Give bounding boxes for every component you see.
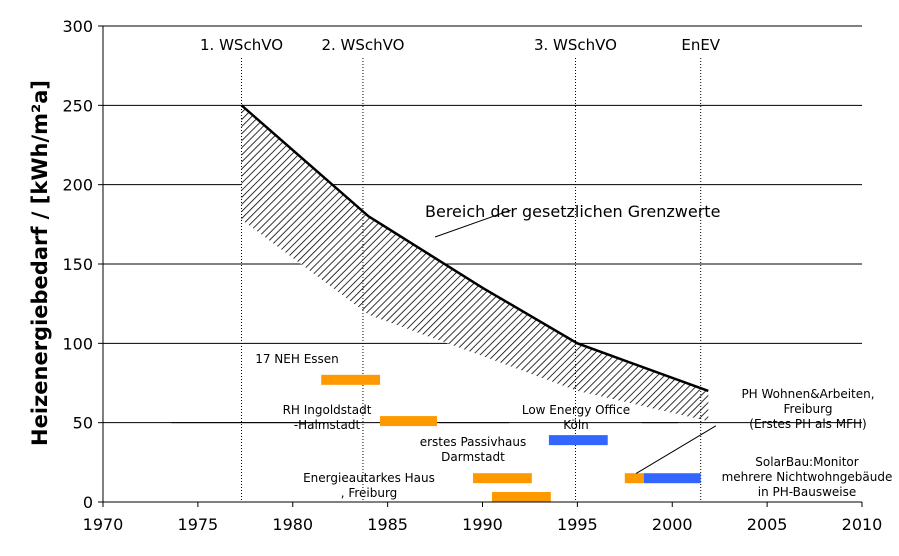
project-label: Energieautarkes Haus [303, 471, 435, 485]
project-label: , Freiburg [341, 486, 398, 500]
labels-layer: Bereich der gesetzlichen Grenzwerte 1. WS… [171, 36, 892, 500]
project-label: mehrere Nichtwohngebäude [722, 470, 893, 484]
project-bar [380, 416, 437, 427]
project-label: Köln [563, 418, 589, 432]
x-tick-label: 1985 [367, 515, 408, 534]
x-tick-label: 1970 [83, 515, 124, 534]
project-label: in PH-Bausweise [758, 485, 857, 499]
y-tick-label: 200 [62, 176, 93, 195]
project-label: Freiburg [784, 402, 833, 416]
limit-range-area [241, 105, 709, 422]
x-tick-label: 1990 [462, 515, 503, 534]
grid-layer [103, 25, 862, 424]
range-label-leader [434, 209, 512, 238]
y-tick-label: 50 [73, 414, 93, 433]
project-bar [321, 374, 381, 385]
project-bar [624, 473, 644, 484]
project-label: RH Ingoldstadt [283, 403, 372, 417]
project-label: SolarBau:Monitor [755, 455, 858, 469]
y-tick-label: 300 [62, 17, 93, 36]
y-tick-label: 0 [83, 493, 93, 512]
project-bar [643, 473, 701, 484]
project-label: erstes Passivhaus [420, 435, 527, 449]
project-bars-layer [321, 374, 701, 502]
regulation-label: EnEV [681, 36, 720, 54]
project-label: 17 NEH Essen [255, 352, 339, 366]
y-axis-label: Heizenergiebedarf / [kWh/m²a] [28, 80, 52, 446]
regulation-label: 1. WSchVO [200, 36, 283, 54]
regulation-label: 3. WSchVO [534, 36, 617, 54]
range-label: Bereich der gesetzlichen Grenzwerte [425, 202, 720, 221]
project-label: Darmstadt [441, 450, 505, 464]
project-bar [491, 492, 551, 502]
axes-layer: 0 50 100 150 200 250 300 1970 1975 1980 1985 1990 19… [62, 17, 882, 534]
upper-limit-line [240, 104, 709, 393]
regulation-layer [241, 58, 702, 502]
x-tick-label: 2005 [747, 515, 788, 534]
project-label: Low Energy Office [522, 403, 630, 417]
regulation-label: 2. WSchVO [321, 36, 404, 54]
project-bar [548, 435, 608, 446]
y-tick-label: 150 [62, 255, 93, 274]
x-tick-label: 2010 [842, 515, 883, 534]
limit-area-layer [240, 104, 709, 422]
x-tick-label: 1995 [557, 515, 598, 534]
x-tick-label: 2000 [652, 515, 693, 534]
project-leader [635, 425, 717, 474]
project-bar [473, 473, 532, 484]
y-tick-label: 100 [62, 334, 93, 353]
project-label: -Halmstadt [294, 418, 361, 432]
project-label: PH Wohnen&Arbeiten, [741, 387, 874, 401]
x-tick-label: 1975 [178, 515, 219, 534]
project-label: (Erstes PH als MFH) [749, 417, 866, 431]
x-tick-label: 1980 [272, 515, 313, 534]
y-tick-label: 250 [62, 96, 93, 115]
